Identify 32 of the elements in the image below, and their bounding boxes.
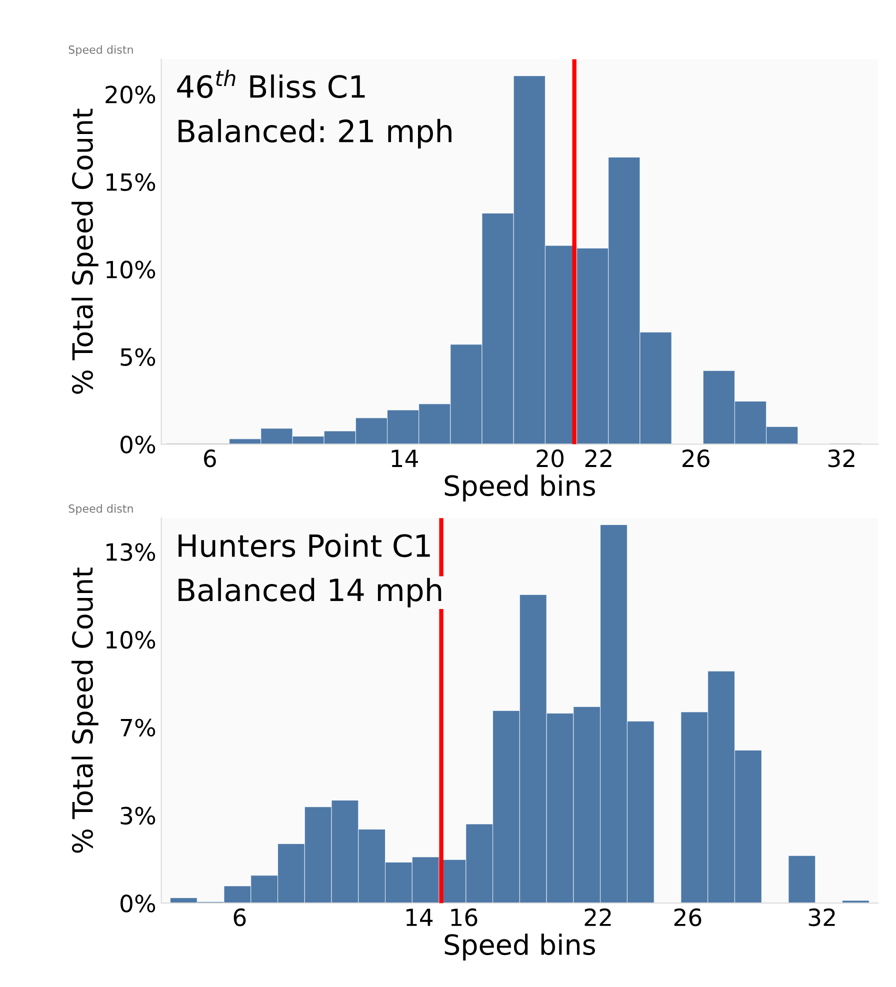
x-tick-label: 26 — [682, 449, 710, 468]
x-tick-label: 14 — [406, 908, 433, 926]
y-tick-label: 0% — [120, 894, 156, 912]
chart-title: Speed distn — [68, 504, 133, 515]
y-tick-label: 15% — [106, 173, 156, 192]
x-tick-label: 32 — [808, 908, 835, 926]
y-tick-label: 10% — [106, 260, 156, 278]
y-tick-label: 0% — [120, 436, 156, 454]
y-tick-label: 3% — [120, 806, 156, 825]
annotation: Hunters Point C1 — [178, 534, 430, 558]
x-axis-title: Speed bins — [444, 474, 595, 502]
y-tick-label: 20% — [106, 86, 156, 104]
x-tick-label: 6 — [234, 908, 246, 926]
x-axis-title: Speed bins — [444, 934, 595, 960]
y-tick-label: 5% — [120, 348, 156, 366]
y-axis-title: % Total Speed Count — [72, 108, 98, 394]
x-tick-label: 16 — [451, 908, 478, 926]
x-tick-label: 32 — [828, 449, 854, 468]
x-tick-label: 22 — [585, 449, 612, 467]
x-tick-label: 26 — [674, 908, 702, 926]
x-tick-label: 20 — [536, 449, 564, 468]
x-tick-label: 22 — [584, 908, 611, 926]
annotation: 46$^{th}$ Bliss C1 — [177, 70, 365, 98]
annotation: Balanced: 21 mph — [178, 118, 452, 148]
annotation: Balanced 14 mph — [178, 578, 442, 608]
y-tick-label: 7% — [120, 718, 156, 737]
chart-title: Speed distn — [68, 45, 133, 56]
x-tick-label: 6 — [204, 449, 216, 468]
x-tick-label: 14 — [392, 450, 418, 467]
y-tick-label: 13% — [106, 543, 156, 561]
y-tick-label: 10% — [106, 630, 156, 649]
y-axis-title: % Total Speed Count — [72, 568, 98, 853]
